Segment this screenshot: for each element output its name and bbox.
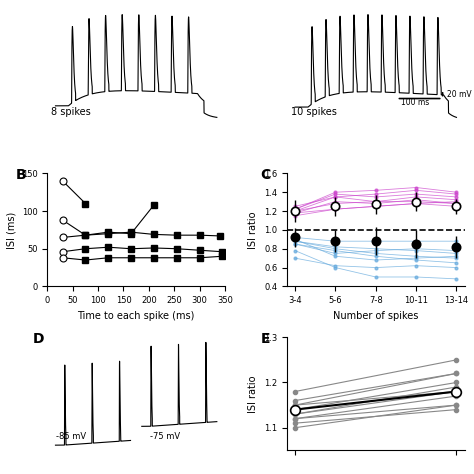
Text: -75 mV: -75 mV (150, 432, 181, 441)
Text: D: D (33, 332, 45, 346)
Y-axis label: ISI ratio: ISI ratio (248, 375, 258, 412)
Y-axis label: ISI (ms): ISI (ms) (6, 211, 17, 248)
X-axis label: Time to each spike (ms): Time to each spike (ms) (77, 310, 195, 321)
Text: 100 ms: 100 ms (401, 99, 429, 108)
Y-axis label: ISI ratio: ISI ratio (248, 211, 258, 249)
Text: C: C (260, 168, 271, 182)
Text: -85 mV: -85 mV (56, 432, 86, 441)
X-axis label: Number of spikes: Number of spikes (333, 310, 419, 321)
Text: B: B (16, 168, 26, 182)
Text: E: E (260, 332, 270, 346)
Text: 10 spikes: 10 spikes (291, 107, 337, 117)
Text: 8 spikes: 8 spikes (51, 107, 91, 117)
Text: 20 mV: 20 mV (447, 90, 472, 99)
